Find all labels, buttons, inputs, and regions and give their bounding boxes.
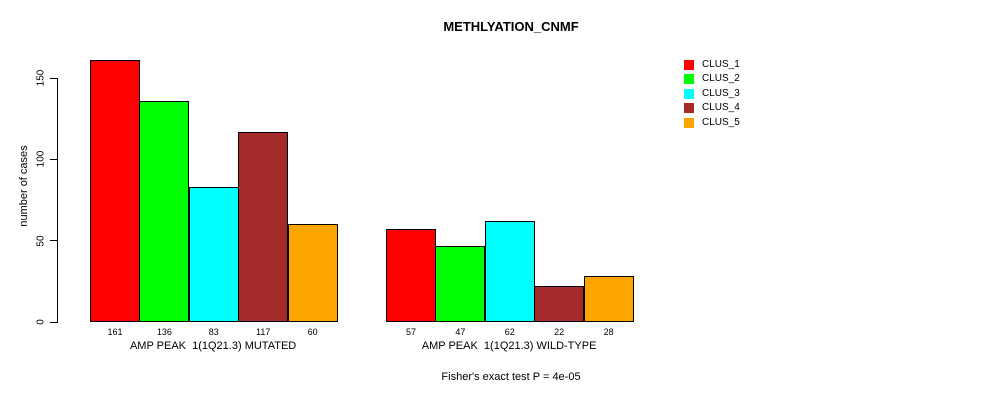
group-label-2: AMP PEAK 1(1Q21.3) WILD-TYPE bbox=[421, 340, 597, 352]
fisher-test-annotation: Fisher's exact test P = 4e-05 bbox=[441, 371, 581, 383]
y-tick-label: 50 bbox=[35, 235, 47, 247]
bar-value-label: 28 bbox=[603, 327, 614, 337]
bar-clus_5-group2 bbox=[583, 276, 634, 322]
bar-value-label: 47 bbox=[455, 327, 466, 337]
legend-swatch-clus_4 bbox=[684, 103, 694, 114]
bar-value-label: 60 bbox=[307, 327, 318, 337]
bar-value-label: 83 bbox=[208, 327, 219, 337]
bar-clus_1-group1 bbox=[90, 60, 140, 322]
legend-swatch-clus_2 bbox=[684, 74, 694, 85]
y-axis-line bbox=[57, 78, 58, 323]
bar-clus_5-group1 bbox=[287, 224, 338, 322]
bar-value-label: 62 bbox=[504, 327, 515, 337]
legend-label-clus_2: CLUS_2 bbox=[702, 73, 740, 85]
bar-clus_2-group2 bbox=[435, 245, 486, 322]
y-tick-label: 0 bbox=[35, 319, 47, 325]
y-tick-mark bbox=[50, 77, 57, 79]
bar-value-label: 57 bbox=[405, 327, 416, 337]
legend-label-clus_4: CLUS_4 bbox=[702, 102, 740, 114]
legend-label-clus_1: CLUS_1 bbox=[702, 59, 740, 70]
bar-clus_1-group2 bbox=[386, 229, 436, 322]
y-tick-label: 100 bbox=[35, 150, 47, 168]
y-axis-label: number of cases bbox=[18, 145, 30, 227]
group-label-1: AMP PEAK 1(1Q21.3) MUTATED bbox=[129, 340, 297, 352]
y-tick-label: 150 bbox=[35, 69, 47, 87]
legend-label-clus_5: CLUS_5 bbox=[702, 116, 740, 128]
bar-value-label: 22 bbox=[554, 327, 565, 337]
bar-clus_2-group1 bbox=[139, 100, 190, 322]
chart-title: METHLYATION_CNMF bbox=[443, 19, 579, 34]
bar-clus_4-group1 bbox=[238, 131, 289, 322]
bar-value-label: 117 bbox=[256, 327, 271, 337]
bar-clus_4-group2 bbox=[534, 286, 585, 322]
y-tick-mark bbox=[50, 240, 57, 242]
bar-clus_3-group1 bbox=[188, 186, 239, 322]
y-tick-mark bbox=[50, 158, 57, 160]
bar-value-label: 136 bbox=[156, 327, 172, 337]
bar-clus_3-group2 bbox=[484, 221, 535, 322]
y-tick-mark bbox=[50, 321, 57, 323]
bar-value-label: 161 bbox=[107, 327, 123, 337]
legend-swatch-clus_1 bbox=[684, 60, 694, 70]
legend-swatch-clus_3 bbox=[684, 88, 694, 99]
legend-label-clus_3: CLUS_3 bbox=[702, 87, 740, 99]
legend-swatch-clus_5 bbox=[684, 117, 694, 128]
